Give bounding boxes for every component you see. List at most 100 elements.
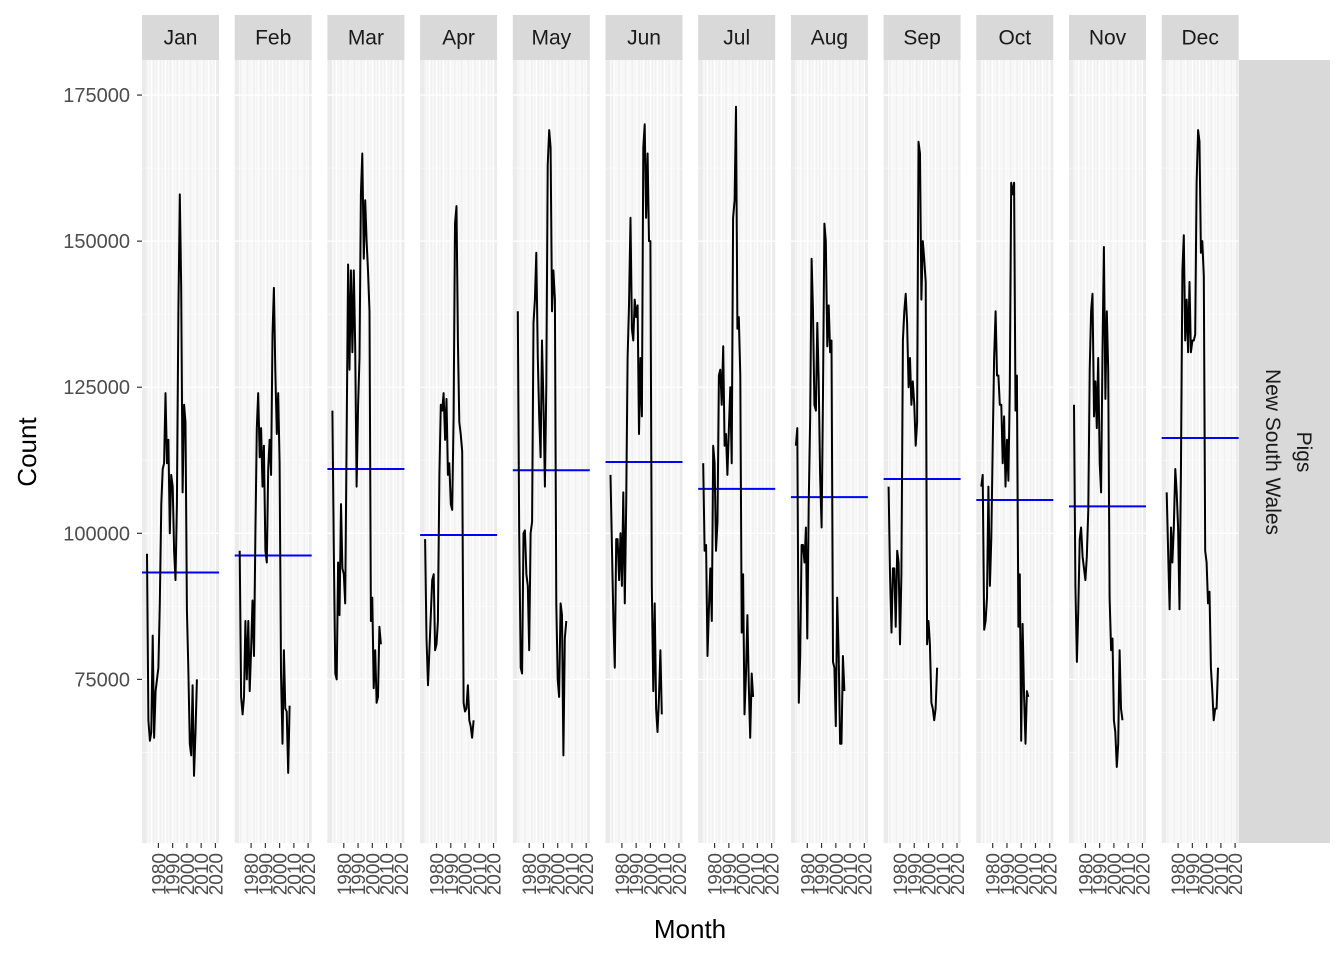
panel-background [976, 60, 1054, 843]
x-tick-label: 2000 [827, 853, 848, 895]
x-tick-label: 1980 [613, 853, 634, 895]
row-strip [1239, 60, 1330, 843]
x-tick-label: 2000 [363, 853, 384, 895]
series-line [1073, 246, 1124, 768]
panel-strip-label: Jun [627, 27, 661, 50]
x-axis-title: Month [654, 914, 726, 944]
panel-strip [327, 15, 405, 60]
x-tick-label: 1990 [1091, 853, 1112, 895]
series-line [794, 222, 846, 745]
y-tick-label: 125000 [63, 377, 130, 399]
x-tick-label: 2020 [299, 853, 320, 895]
panel-background [790, 60, 868, 843]
x-tick-label: 1980 [1169, 853, 1190, 895]
x-tick-label: 1980 [428, 853, 449, 895]
x-tick-label: 2020 [1226, 853, 1247, 895]
panel-strip [790, 15, 868, 60]
x-tick-label: 1990 [164, 853, 185, 895]
series-line [702, 105, 755, 739]
panel-background [883, 60, 961, 843]
x-tick-label: 1980 [706, 853, 727, 895]
y-tick-label: 175000 [63, 85, 130, 107]
x-tick-label: 2020 [392, 853, 413, 895]
panel-strip-label: Dec [1182, 27, 1219, 50]
series-line [516, 129, 568, 757]
panel-strip [234, 15, 312, 60]
x-tick-label: 1980 [891, 853, 912, 895]
x-tick-label: 1990 [813, 853, 834, 895]
x-tick-label: 2010 [1212, 853, 1233, 895]
x-tick-label: 2010 [192, 853, 213, 895]
x-tick-label: 2010 [470, 853, 491, 895]
x-tick-label: 1990 [256, 853, 277, 895]
panel-background [1069, 60, 1146, 843]
x-tick-label: 2010 [656, 853, 677, 895]
panel-strip-label: Jul [723, 27, 750, 50]
x-tick-label: 2010 [378, 853, 399, 895]
row-strip-label-inner: New South Wales [1261, 369, 1284, 535]
x-tick-label: 2010 [748, 853, 769, 895]
x-tick-label: 2020 [1041, 853, 1062, 895]
x-tick-label: 1980 [149, 853, 170, 895]
x-tick-label: 2000 [549, 853, 570, 895]
panel-strip [142, 15, 219, 60]
panel-strip-label: Oct [998, 27, 1031, 50]
x-tick-label: 1980 [335, 853, 356, 895]
x-tick-label: 2000 [920, 853, 941, 895]
x-tick-label: 1990 [905, 853, 926, 895]
y-tick-label: 150000 [63, 231, 130, 253]
x-tick-label: 2000 [178, 853, 199, 895]
x-tick-label: 2020 [763, 853, 784, 895]
x-tick-label: 1980 [520, 853, 541, 895]
panel-strip [976, 15, 1054, 60]
y-axis-title: Count [12, 417, 42, 487]
series-line [424, 205, 475, 739]
x-tick-label: 1990 [442, 853, 463, 895]
row-strip-label-outer: Pigs [1292, 432, 1315, 473]
panel-strip-label: Mar [348, 27, 384, 50]
x-tick-label: 2000 [641, 853, 662, 895]
x-tick-label: 2010 [563, 853, 584, 895]
series-line [887, 140, 939, 722]
x-tick-label: 1990 [349, 853, 370, 895]
panel-strip [605, 15, 683, 60]
x-tick-label: 1990 [534, 853, 555, 895]
x-tick-label: 2000 [734, 853, 755, 895]
x-tick-label: 2000 [1198, 853, 1219, 895]
x-tick-label: 2020 [1133, 853, 1154, 895]
x-tick-label: 2010 [1119, 853, 1140, 895]
panel-strip-label: Sep [903, 27, 940, 50]
x-tick-label: 2000 [456, 853, 477, 895]
x-tick-label: 1980 [798, 853, 819, 895]
x-tick-label: 1990 [720, 853, 741, 895]
series-line [1165, 129, 1219, 722]
x-tick-label: 2020 [485, 853, 506, 895]
panel-strip-label: Feb [255, 27, 291, 50]
x-tick-label: 2020 [577, 853, 598, 895]
panel-strip-label: Aug [811, 27, 848, 50]
panel-background [420, 60, 498, 843]
x-tick-label: 2020 [206, 853, 227, 895]
x-tick-label: 1990 [1183, 853, 1204, 895]
panel-strip [512, 15, 590, 60]
series-line [980, 181, 1030, 745]
series-line [609, 123, 663, 733]
panel-strip [420, 15, 498, 60]
panel-strip-label: May [531, 27, 571, 50]
x-tick-label: 2000 [1105, 853, 1126, 895]
panel-strip [883, 15, 961, 60]
series-line [331, 152, 382, 704]
x-tick-label: 1980 [984, 853, 1005, 895]
panel-background [234, 60, 312, 843]
